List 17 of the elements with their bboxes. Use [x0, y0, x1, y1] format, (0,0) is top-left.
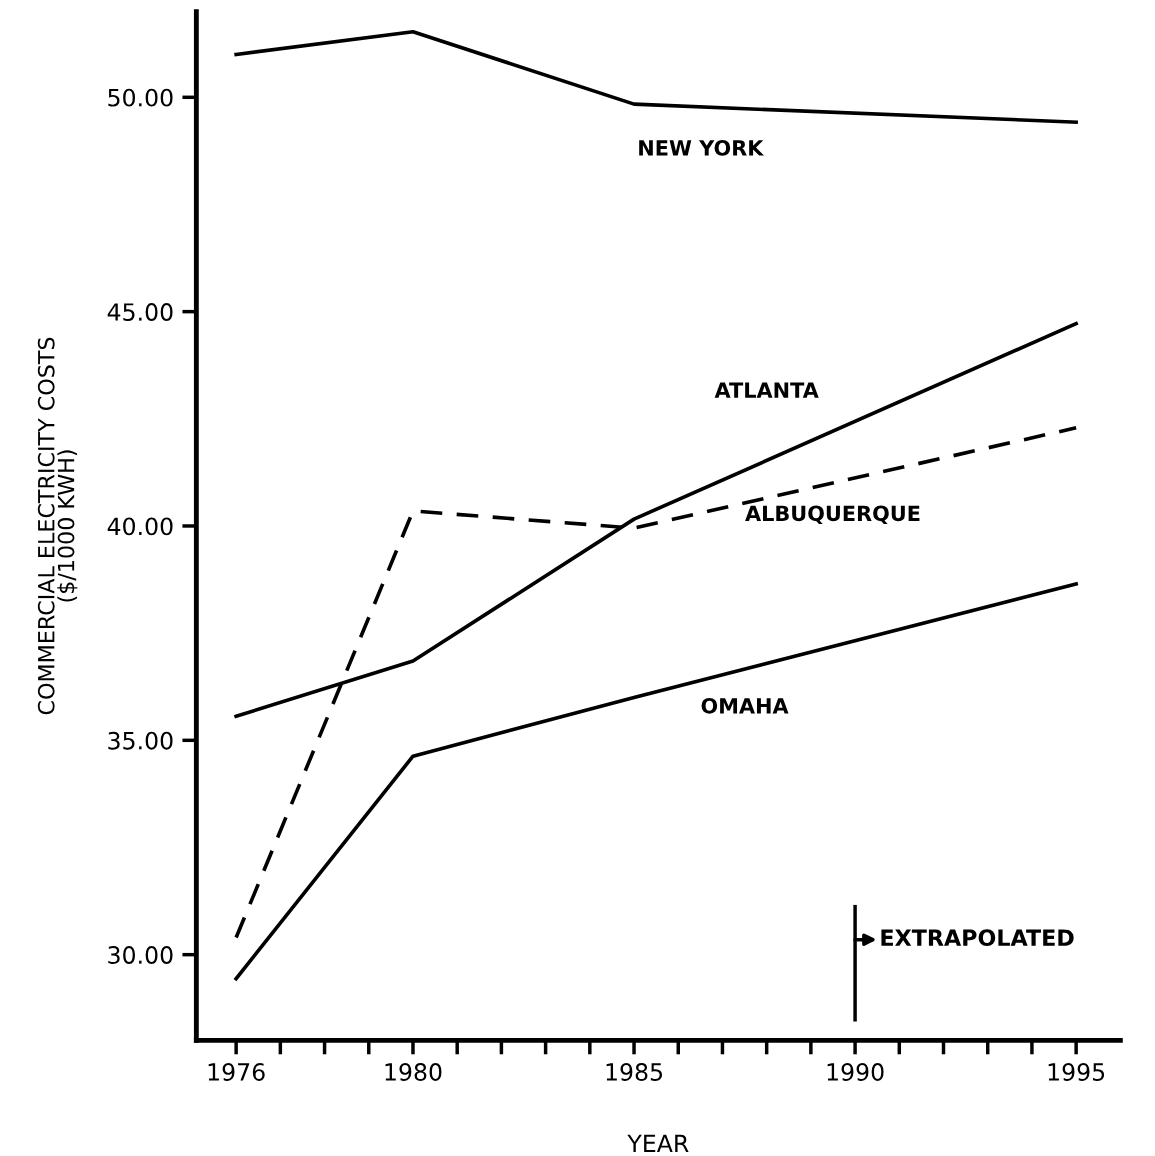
y-tick-label: 40.00 — [107, 517, 173, 536]
x-tick-label: 1990 — [827, 1063, 884, 1081]
x-tick-label: 1980 — [385, 1063, 442, 1081]
x-tick-label: 1985 — [606, 1063, 663, 1081]
series-label: OMAHA — [701, 697, 789, 714]
y-tick-label: 30.00 — [108, 946, 173, 964]
x-axis-title: YEAR — [627, 1134, 689, 1153]
y-tick-label: 45.00 — [107, 303, 173, 321]
series-label: ATLANTA — [714, 382, 819, 398]
y-axis-title: COMMERCIAL ELECTRICITY COSTS ($/1000 KWH) — [37, 337, 78, 715]
x-tick-label: 1976 — [208, 1063, 265, 1081]
series-label: ALBUQUERQUE — [745, 505, 920, 524]
x-tick-label: 1995 — [1048, 1063, 1105, 1081]
y-tick-label: 35.00 — [108, 731, 173, 750]
series-label: NEW YORK — [639, 140, 765, 156]
ref-line-label: EXTRAPOLATED — [881, 929, 1074, 947]
y-tick-label: 50.00 — [108, 88, 173, 107]
